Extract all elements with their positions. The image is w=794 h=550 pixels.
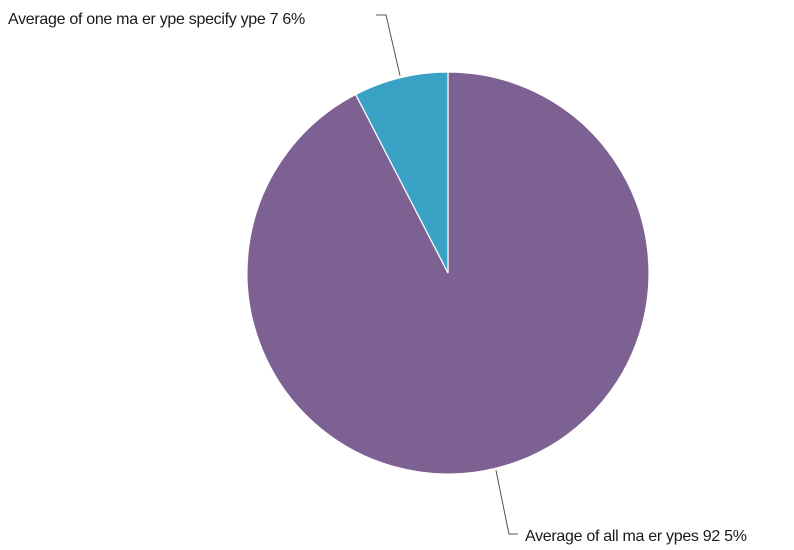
pie-slice-1: [354, 71, 449, 274]
slice-label-all-types: Average of all ma er ypes 92 5%: [525, 528, 747, 545]
leader-line-all-types: [495, 470, 518, 535]
leader-line-one-type: [376, 14, 401, 76]
slice-label-one-type: Average of one ma er ype specify ype 7 6…: [8, 11, 305, 28]
